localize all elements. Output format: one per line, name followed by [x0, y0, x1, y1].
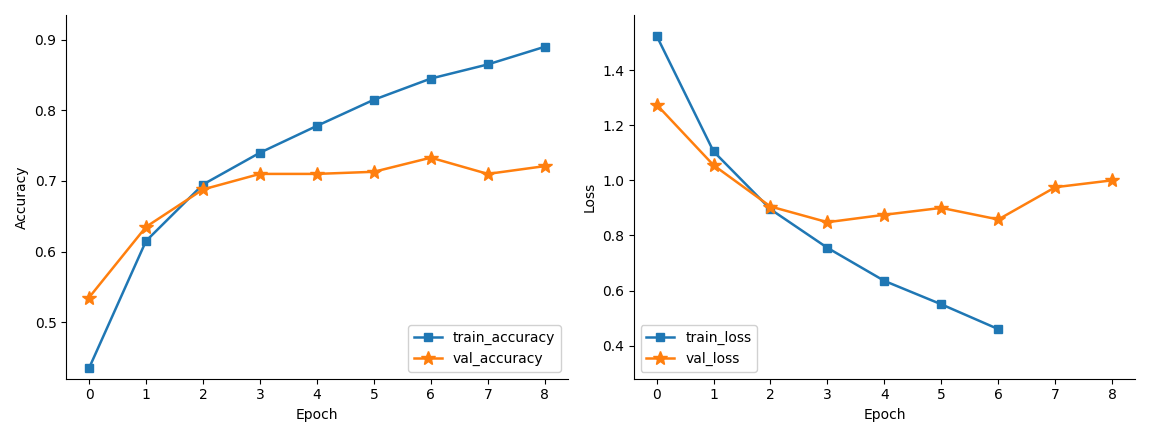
Y-axis label: Loss: Loss [583, 182, 597, 212]
val_loss [877, 212, 891, 217]
train_accuracy [310, 123, 324, 128]
val_accuracy [196, 187, 209, 192]
val_loss [706, 163, 720, 168]
Line: train_loss: train_loss [652, 31, 1003, 333]
Legend: train_loss, val_loss: train_loss, val_loss [641, 326, 757, 372]
val_accuracy [481, 171, 494, 177]
X-axis label: Epoch: Epoch [864, 408, 906, 422]
train_loss [764, 207, 777, 212]
train_loss [877, 278, 891, 284]
val_loss [991, 217, 1005, 222]
train_accuracy [253, 150, 267, 155]
val_loss [821, 219, 835, 225]
val_accuracy [139, 224, 153, 229]
Y-axis label: Accuracy: Accuracy [15, 165, 29, 229]
Line: val_accuracy: val_accuracy [82, 151, 552, 305]
train_accuracy [82, 365, 95, 371]
val_accuracy [538, 163, 552, 169]
train_accuracy [538, 44, 552, 49]
val_accuracy [253, 171, 267, 177]
val_accuracy [367, 169, 381, 174]
val_accuracy [310, 171, 324, 177]
Legend: train_accuracy, val_accuracy: train_accuracy, val_accuracy [408, 326, 560, 372]
val_accuracy [424, 155, 438, 160]
train_accuracy [367, 97, 381, 102]
train_loss [821, 245, 835, 250]
train_loss [650, 33, 664, 38]
train_accuracy [196, 182, 209, 187]
Line: train_accuracy: train_accuracy [85, 43, 549, 372]
val_accuracy [82, 295, 95, 300]
train_accuracy [424, 76, 438, 81]
train_loss [935, 302, 949, 307]
val_loss [1105, 178, 1119, 183]
Line: val_loss: val_loss [650, 97, 1119, 229]
X-axis label: Epoch: Epoch [296, 408, 338, 422]
train_accuracy [481, 62, 494, 67]
train_accuracy [139, 238, 153, 243]
val_loss [1049, 184, 1063, 190]
train_loss [706, 149, 720, 154]
train_loss [991, 326, 1005, 332]
val_loss [650, 102, 664, 107]
val_loss [764, 204, 777, 209]
val_loss [935, 205, 949, 211]
